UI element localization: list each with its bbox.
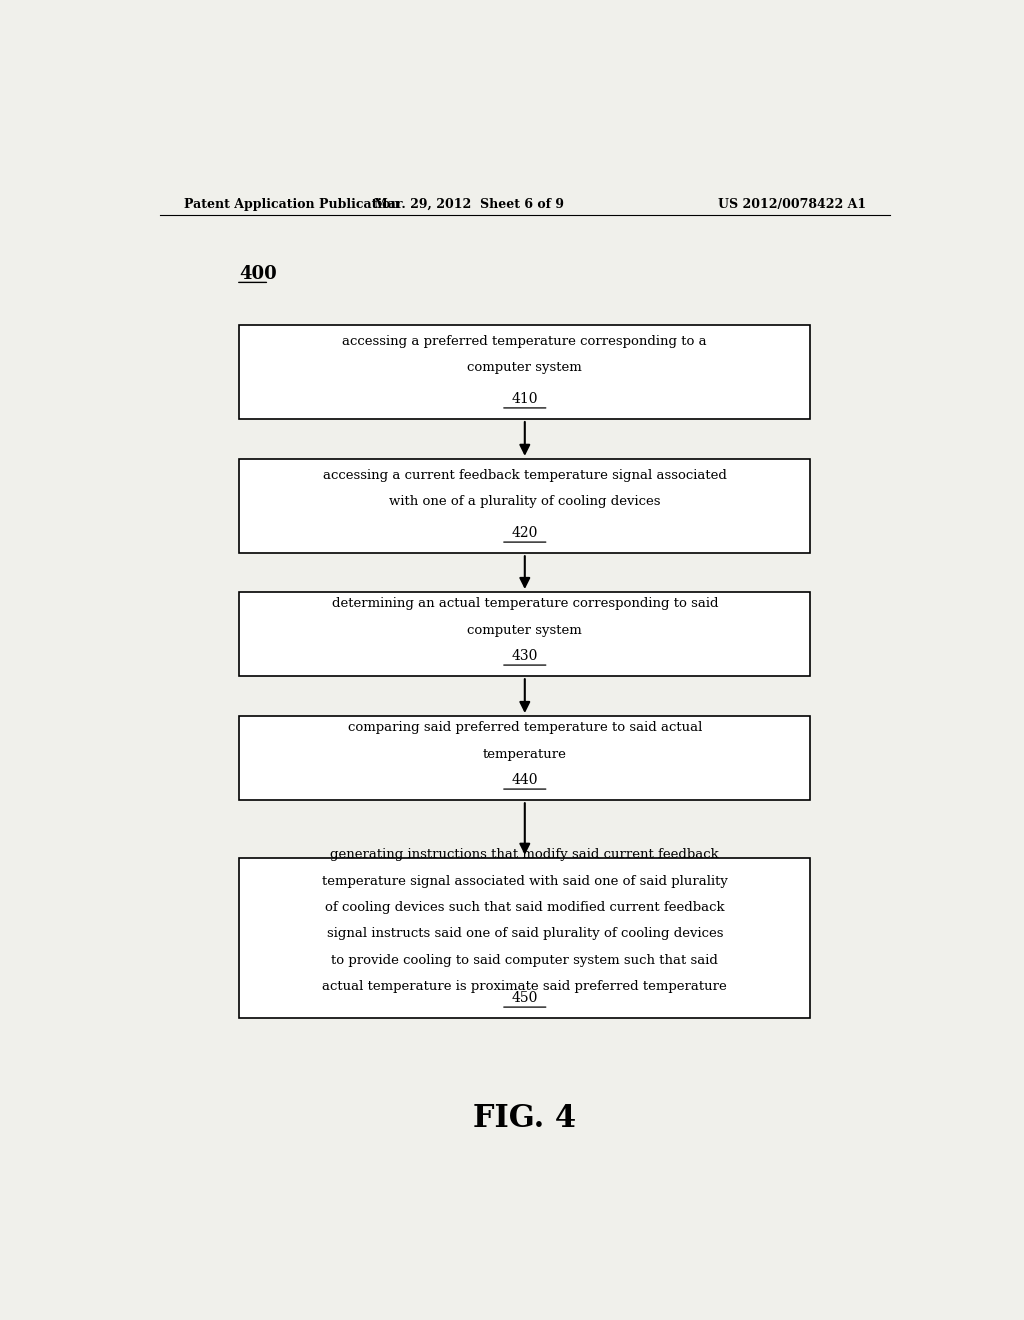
Text: with one of a plurality of cooling devices: with one of a plurality of cooling devic… xyxy=(389,495,660,508)
Text: 440: 440 xyxy=(512,774,538,787)
Text: signal instructs said one of said plurality of cooling devices: signal instructs said one of said plural… xyxy=(327,928,723,940)
Text: accessing a preferred temperature corresponding to a: accessing a preferred temperature corres… xyxy=(342,335,708,348)
FancyBboxPatch shape xyxy=(240,715,811,800)
FancyBboxPatch shape xyxy=(240,591,811,676)
Text: temperature: temperature xyxy=(483,747,566,760)
Text: Mar. 29, 2012  Sheet 6 of 9: Mar. 29, 2012 Sheet 6 of 9 xyxy=(374,198,564,211)
Text: computer system: computer system xyxy=(467,623,583,636)
Text: 410: 410 xyxy=(512,392,538,405)
Text: comparing said preferred temperature to said actual: comparing said preferred temperature to … xyxy=(347,721,702,734)
FancyBboxPatch shape xyxy=(240,858,811,1018)
Text: Patent Application Publication: Patent Application Publication xyxy=(183,198,399,211)
Text: of cooling devices such that said modified current feedback: of cooling devices such that said modifi… xyxy=(325,902,725,913)
Text: 400: 400 xyxy=(240,265,276,284)
FancyBboxPatch shape xyxy=(240,325,811,420)
Text: temperature signal associated with said one of said plurality: temperature signal associated with said … xyxy=(322,875,728,887)
Text: generating instructions that modify said current feedback: generating instructions that modify said… xyxy=(331,849,719,861)
Text: actual temperature is proximate said preferred temperature: actual temperature is proximate said pre… xyxy=(323,981,727,993)
Text: determining an actual temperature corresponding to said: determining an actual temperature corres… xyxy=(332,597,718,610)
Text: accessing a current feedback temperature signal associated: accessing a current feedback temperature… xyxy=(323,469,727,482)
Text: 420: 420 xyxy=(512,525,538,540)
Text: US 2012/0078422 A1: US 2012/0078422 A1 xyxy=(718,198,866,211)
Text: FIG. 4: FIG. 4 xyxy=(473,1104,577,1134)
FancyBboxPatch shape xyxy=(240,459,811,553)
Text: 450: 450 xyxy=(512,991,538,1005)
Text: to provide cooling to said computer system such that said: to provide cooling to said computer syst… xyxy=(332,954,718,966)
Text: computer system: computer system xyxy=(467,362,583,375)
Text: 430: 430 xyxy=(512,649,538,663)
